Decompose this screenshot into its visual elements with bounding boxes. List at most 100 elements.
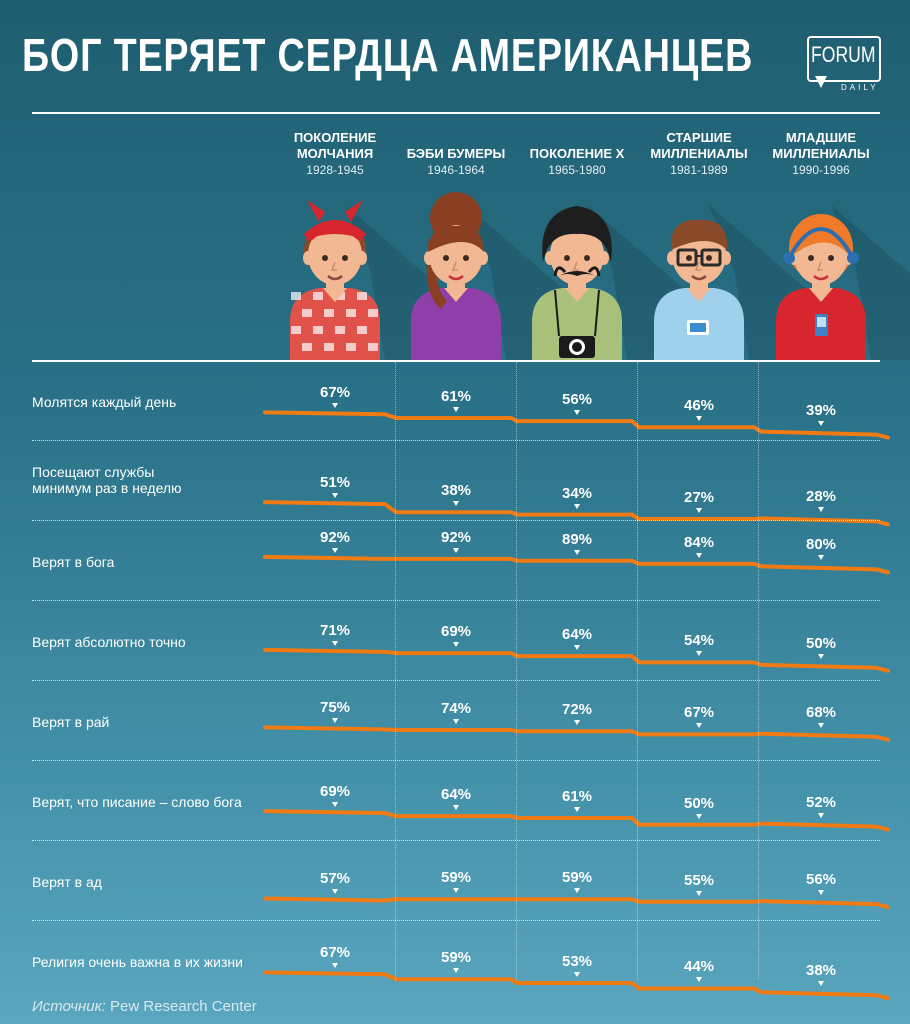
series-line	[263, 809, 890, 832]
data-point-marker	[574, 645, 580, 651]
data-point-marker	[696, 977, 702, 983]
generation-name: СТАРШИЕ МИЛЛЕНИАЛЫ	[650, 130, 748, 161]
data-point-marker	[453, 642, 459, 648]
row-separator	[32, 520, 880, 521]
series-line	[263, 896, 890, 910]
title-divider	[32, 112, 880, 114]
data-point-marker	[696, 651, 702, 657]
generation-years: 1928-1945	[306, 163, 364, 177]
row-separator	[32, 680, 880, 681]
data-value-label: 54%	[683, 632, 715, 650]
row-separator	[32, 840, 880, 841]
data-value-label: 89%	[561, 530, 593, 548]
data-value-label: 59%	[440, 869, 472, 887]
data-point-marker	[696, 890, 702, 896]
data-point-marker	[696, 416, 702, 422]
data-value-label: 50%	[805, 634, 837, 652]
data-point-marker	[818, 722, 824, 728]
data-point-marker	[453, 888, 459, 894]
data-value-label: 56%	[561, 391, 593, 409]
row-label: Молятся каждый день	[32, 394, 177, 410]
data-value-label: 38%	[805, 962, 837, 980]
column-separator	[637, 362, 638, 980]
data-value-label: 39%	[805, 401, 837, 419]
data-value-label: 55%	[683, 871, 715, 889]
row-label: Верят в рай	[32, 714, 110, 730]
data-point-marker	[818, 420, 824, 426]
logo-sub-text: DAILY	[841, 83, 879, 92]
data-point-marker	[818, 555, 824, 561]
row-separator	[32, 920, 880, 921]
row-label: Посещают службы минимум раз в неделю	[32, 464, 182, 496]
forum-daily-logo: FORUM DAILY	[803, 32, 883, 98]
data-value-label: 72%	[561, 701, 593, 719]
generation-years: 1981-1989	[670, 163, 728, 177]
data-value-label: 61%	[561, 788, 593, 806]
data-value-label: 80%	[805, 536, 837, 554]
data-point-marker	[574, 410, 580, 416]
data-value-label: 69%	[440, 623, 472, 641]
data-point-marker	[332, 403, 338, 409]
data-value-label: 68%	[805, 703, 837, 721]
data-point-marker	[453, 719, 459, 725]
row-label: Верят в ад	[32, 874, 102, 890]
data-value-label: 84%	[683, 533, 715, 551]
row-separator	[32, 440, 880, 441]
source-label: Источник:	[32, 998, 106, 1015]
generation-header: ПОКОЛЕНИЕ Х 1965-1980	[502, 130, 652, 178]
column-separator	[395, 362, 396, 980]
row-label: Верят абсолютно точно	[32, 634, 186, 650]
data-point-marker	[332, 493, 338, 499]
data-point-marker	[574, 971, 580, 977]
data-point-marker	[574, 549, 580, 555]
data-point-marker	[574, 888, 580, 894]
data-value-label: 71%	[319, 621, 351, 639]
generation-name: ПОКОЛЕНИЕ МОЛЧАНИЯ	[293, 130, 377, 161]
page-title: БОГ ТЕРЯЕТ СЕРДЦА АМЕРИКАНЦЕВ	[22, 29, 754, 81]
column-separator	[516, 362, 517, 980]
data-point-marker	[574, 720, 580, 726]
data-point-marker	[453, 407, 459, 413]
data-value-label: 64%	[440, 786, 472, 804]
row-separator	[32, 760, 880, 761]
logo-main-text: FORUM	[811, 42, 876, 67]
data-point-marker	[332, 547, 338, 553]
data-value-label: 51%	[319, 474, 351, 492]
row-separator	[32, 360, 880, 362]
generation-header: БЭБИ БУМЕРЫ 1946-1964	[381, 130, 531, 178]
generation-years: 1990-1996	[792, 163, 850, 177]
data-point-marker	[818, 653, 824, 659]
generation-years: 1965-1980	[548, 163, 606, 177]
series-line	[263, 410, 890, 440]
data-value-label: 67%	[683, 704, 715, 722]
data-point-marker	[574, 503, 580, 509]
data-value-label: 61%	[440, 388, 472, 406]
data-value-label: 28%	[805, 488, 837, 506]
generation-header: СТАРШИЕ МИЛЛЕНИАЛЫ 1981-1989	[624, 130, 774, 178]
data-point-marker	[453, 968, 459, 974]
data-point-marker	[818, 890, 824, 896]
data-point-marker	[696, 813, 702, 819]
source-value: Pew Research Center	[110, 998, 257, 1015]
series-line	[263, 725, 890, 742]
data-value-label: 56%	[805, 871, 837, 889]
generation-name: МЛАДШИЕ МИЛЛЕНИАЛЫ	[772, 130, 870, 161]
data-value-label: 64%	[561, 626, 593, 644]
series-line	[263, 970, 890, 1001]
data-point-marker	[696, 552, 702, 558]
data-value-label: 59%	[440, 949, 472, 967]
generation-header: МЛАДШИЕ МИЛЛЕНИАЛЫ 1990-1996	[746, 130, 896, 178]
data-value-label: 75%	[319, 699, 351, 717]
generation-character-illustration	[290, 200, 455, 360]
data-point-marker	[332, 640, 338, 646]
row-label: Верят в бога	[32, 554, 115, 570]
data-point-marker	[332, 802, 338, 808]
data-point-marker	[696, 723, 702, 729]
data-point-marker	[818, 812, 824, 818]
data-point-marker	[453, 805, 459, 811]
data-value-label: 34%	[561, 484, 593, 502]
row-label: Верят, что писание – слово бога	[32, 794, 242, 810]
data-point-marker	[453, 547, 459, 553]
generation-character-illustration	[776, 205, 910, 360]
data-point-marker	[696, 507, 702, 513]
